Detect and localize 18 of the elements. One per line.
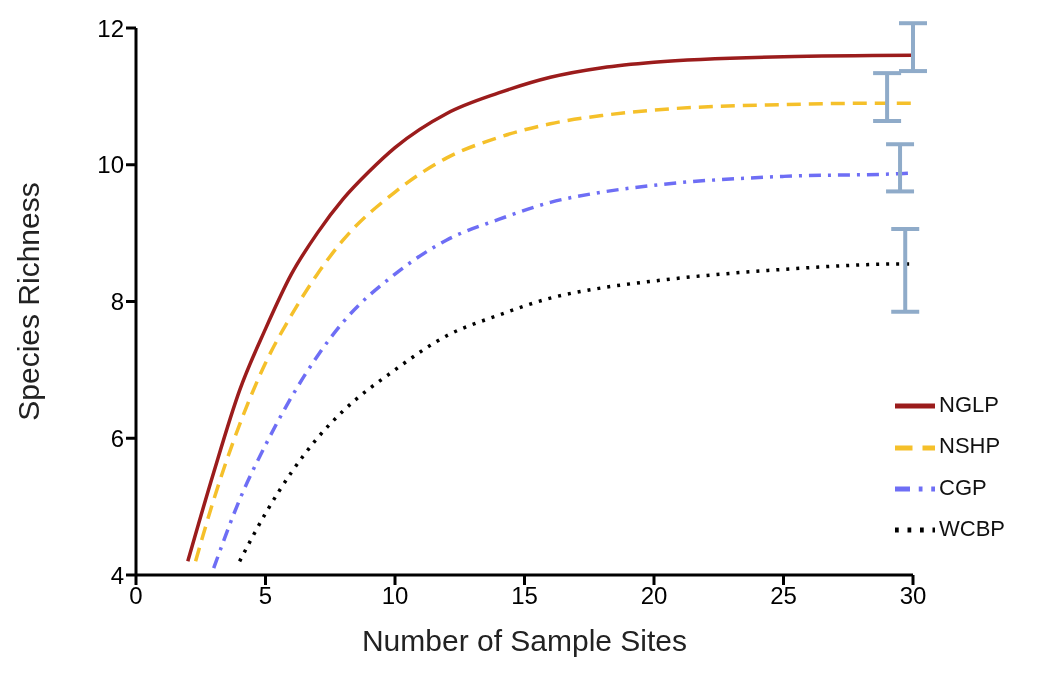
y-tick-label: 8 (110, 288, 124, 316)
y-tick-label: 6 (110, 424, 124, 452)
x-tick-label: 15 (511, 582, 538, 610)
x-tick-label: 10 (381, 582, 409, 610)
x-tick-label: 5 (258, 582, 273, 610)
x-tick-label: 20 (640, 582, 668, 610)
y-tick-label: 4 (110, 561, 124, 589)
y-tick-label: 10 (97, 151, 124, 179)
legend-label: CGP (939, 474, 987, 500)
x-tick-label: 0 (129, 582, 143, 610)
x-tick-label: 25 (770, 582, 797, 610)
y-axis-title: Species Richness (11, 182, 45, 421)
y-tick-label: 12 (97, 14, 124, 42)
x-tick-label: 30 (899, 582, 927, 610)
legend-label: WCBP (939, 515, 1005, 541)
legend-label: NSHP (939, 433, 1001, 459)
legend-label: NGLP (939, 392, 999, 418)
x-axis-title: Number of Sample Sites (361, 624, 688, 657)
